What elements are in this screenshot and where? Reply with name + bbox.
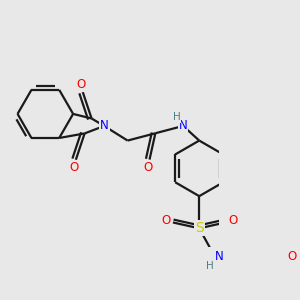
- Text: S: S: [195, 221, 204, 235]
- Text: O: O: [143, 161, 153, 174]
- Text: N: N: [100, 119, 109, 132]
- Text: H: H: [173, 112, 180, 122]
- Text: H: H: [206, 261, 213, 271]
- Text: O: O: [77, 78, 86, 91]
- Text: O: O: [161, 214, 170, 227]
- Text: N: N: [214, 250, 224, 262]
- Text: O: O: [228, 214, 238, 227]
- Text: O: O: [288, 250, 297, 263]
- Text: O: O: [70, 160, 79, 174]
- Text: N: N: [179, 119, 188, 132]
